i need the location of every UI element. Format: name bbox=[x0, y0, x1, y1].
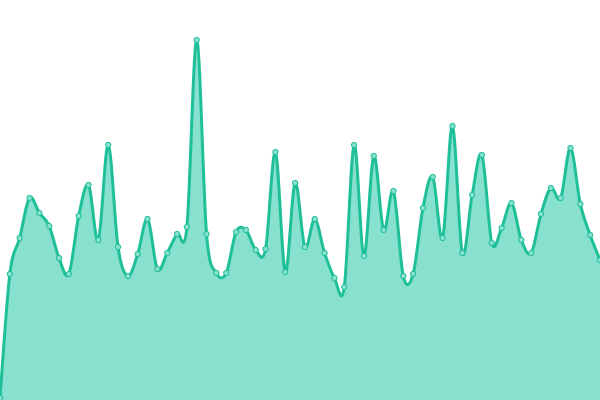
data-point bbox=[134, 250, 141, 258]
data-point bbox=[301, 243, 309, 251]
data-point bbox=[95, 236, 102, 244]
data-point bbox=[370, 152, 377, 160]
data-point bbox=[350, 141, 358, 149]
data-point bbox=[65, 270, 72, 278]
data-point bbox=[557, 194, 564, 202]
data-point bbox=[105, 141, 112, 149]
data-point bbox=[46, 222, 53, 230]
data-point bbox=[410, 270, 417, 278]
data-point bbox=[311, 215, 318, 223]
data-point bbox=[144, 215, 151, 223]
data-point bbox=[282, 268, 289, 276]
data-point bbox=[173, 230, 181, 238]
data-point bbox=[596, 256, 600, 264]
data-point bbox=[16, 234, 23, 242]
data-point bbox=[341, 283, 348, 291]
data-point bbox=[232, 228, 240, 236]
data-point bbox=[203, 230, 210, 238]
data-point bbox=[223, 269, 230, 277]
data-point bbox=[124, 272, 131, 280]
data-point bbox=[439, 234, 446, 242]
data-point bbox=[390, 187, 397, 195]
data-point bbox=[114, 243, 122, 251]
data-point bbox=[75, 212, 82, 220]
data-point bbox=[360, 252, 368, 260]
data-point bbox=[449, 122, 456, 130]
data-point bbox=[272, 148, 279, 156]
data-point bbox=[498, 224, 505, 232]
data-point bbox=[36, 209, 43, 217]
data-point bbox=[469, 191, 476, 199]
data-point bbox=[528, 249, 535, 257]
data-point bbox=[321, 249, 328, 257]
data-point bbox=[400, 272, 407, 280]
area-line bbox=[0, 38, 600, 399]
data-point bbox=[183, 223, 190, 231]
data-point bbox=[587, 231, 594, 239]
data-point bbox=[0, 394, 4, 400]
data-point bbox=[242, 226, 250, 234]
data-point bbox=[55, 254, 63, 262]
data-point bbox=[577, 200, 584, 208]
data-point bbox=[419, 204, 427, 212]
data-point bbox=[6, 270, 13, 278]
data-point bbox=[291, 179, 299, 187]
data-point bbox=[262, 245, 269, 253]
data-point bbox=[193, 36, 200, 44]
data-point bbox=[380, 226, 387, 234]
data-point bbox=[154, 265, 161, 273]
data-point bbox=[26, 194, 33, 202]
data-point bbox=[252, 246, 259, 254]
data-point bbox=[85, 181, 92, 189]
data-point bbox=[537, 210, 545, 218]
data-point bbox=[213, 269, 220, 277]
data-point bbox=[488, 239, 495, 247]
data-point bbox=[429, 173, 436, 181]
data-point bbox=[164, 249, 171, 257]
data-point bbox=[331, 274, 338, 282]
data-point bbox=[547, 184, 554, 192]
data-point bbox=[478, 151, 486, 159]
data-point bbox=[567, 144, 574, 152]
data-point bbox=[508, 199, 515, 207]
data-point bbox=[459, 249, 466, 257]
data-point bbox=[518, 236, 525, 244]
